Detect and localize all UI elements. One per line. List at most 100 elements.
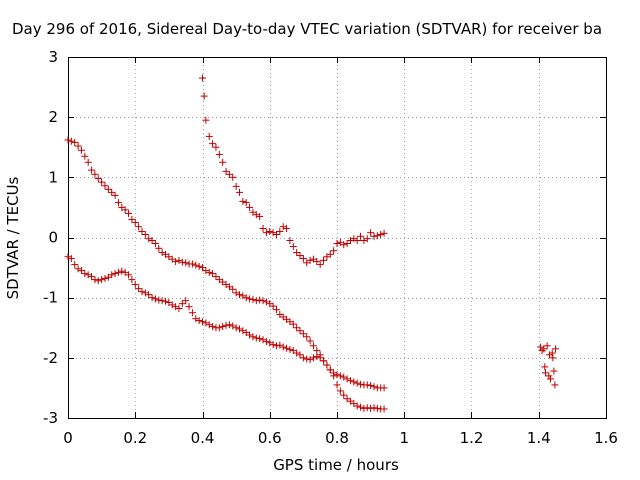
data-point-series-A — [336, 387, 344, 395]
data-point-series-A — [94, 175, 102, 183]
data-point-series-C — [330, 247, 338, 255]
y-tick-label: 3 — [48, 48, 58, 66]
data-point-series-A — [340, 391, 348, 399]
data-point-series-A — [313, 347, 321, 355]
x-tick-label: 0.2 — [123, 429, 147, 447]
data-point-series-B — [330, 369, 338, 377]
data-point-series-A — [64, 136, 72, 144]
y-tick-label: 2 — [48, 108, 58, 126]
data-point-series-A — [367, 404, 375, 412]
data-point-series-B — [155, 296, 163, 304]
data-point-series-B — [303, 355, 311, 363]
data-point-series-A — [373, 404, 381, 412]
data-point-series-C — [200, 92, 208, 100]
data-point-series-C — [262, 229, 270, 237]
x-tick-label: 0.6 — [258, 429, 282, 447]
data-point-series-A — [192, 261, 200, 269]
data-point-series-C — [252, 211, 260, 219]
data-point-series-E — [551, 381, 559, 389]
data-point-series-B — [363, 381, 371, 389]
data-point-series-C — [276, 227, 284, 235]
data-point-series-B — [209, 323, 217, 331]
data-point-series-B — [320, 357, 328, 365]
data-point-series-C — [212, 143, 220, 151]
x-tick-label: 0 — [63, 429, 73, 447]
data-point-series-D — [550, 367, 558, 375]
data-point-series-A — [178, 258, 186, 266]
data-point-series-B — [108, 271, 116, 279]
x-axis-label: GPS time / hours — [273, 456, 399, 474]
data-point-series-B — [158, 297, 166, 305]
data-point-series-B — [148, 294, 156, 302]
data-point-series-A — [84, 158, 92, 166]
data-point-series-C — [209, 140, 217, 148]
data-point-series-B — [299, 354, 307, 362]
data-point-series-A — [269, 302, 277, 310]
data-point-series-C — [363, 235, 371, 243]
chart-title: Day 296 of 2016, Sidereal Day-to-day VTE… — [12, 20, 602, 38]
data-point-series-B — [370, 383, 378, 391]
data-point-series-B — [219, 323, 227, 331]
data-point-series-B — [162, 297, 170, 305]
y-tick-label: -2 — [43, 349, 58, 367]
data-point-series-A — [242, 294, 250, 302]
data-point-series-B — [202, 319, 210, 327]
data-point-series-B — [286, 345, 294, 353]
data-point-series-B — [151, 295, 159, 303]
data-point-series-A — [71, 138, 79, 146]
data-point-series-B — [232, 324, 240, 332]
data-point-series-B — [340, 373, 348, 381]
data-point-series-B — [357, 380, 365, 388]
data-point-series-A — [353, 402, 361, 410]
data-point-series-B — [91, 276, 99, 284]
data-point-series-D — [548, 349, 556, 357]
data-point-series-B — [235, 325, 243, 333]
data-point-series-A — [151, 240, 159, 248]
data-point-series-C — [343, 240, 351, 248]
data-point-series-C — [299, 255, 307, 263]
y-tick-label: -3 — [43, 409, 58, 427]
data-point-series-C — [259, 224, 267, 232]
data-point-series-B — [323, 361, 331, 369]
data-point-series-C — [242, 199, 250, 207]
data-point-series-B — [222, 321, 230, 329]
data-point-series-A — [141, 230, 149, 238]
data-point-series-C — [286, 237, 294, 245]
data-point-series-B — [367, 382, 375, 390]
x-tick-label: 1 — [399, 429, 409, 447]
data-point-series-D — [549, 354, 557, 362]
data-point-series-B — [141, 289, 149, 297]
data-point-series-C — [357, 232, 365, 240]
data-point-series-B — [229, 322, 237, 330]
data-point-series-C — [205, 132, 213, 140]
data-point-series-A — [175, 256, 183, 264]
data-point-series-B — [145, 291, 153, 299]
data-point-series-B — [131, 280, 139, 288]
data-point-series-D — [552, 345, 560, 353]
data-point-series-A — [148, 237, 156, 245]
data-point-series-B — [343, 375, 351, 383]
data-point-series-C — [346, 237, 354, 245]
data-point-series-B — [98, 276, 106, 284]
data-point-series-B — [269, 341, 277, 349]
data-point-series-A — [262, 298, 270, 306]
data-point-series-A — [108, 188, 116, 196]
data-point-series-A — [239, 292, 247, 300]
data-point-series-B — [246, 331, 254, 339]
data-point-series-B — [350, 378, 358, 386]
data-point-series-B — [64, 253, 72, 261]
data-point-series-B — [380, 384, 388, 392]
data-point-series-C — [272, 230, 280, 238]
data-point-series-B — [313, 353, 321, 361]
data-point-series-B — [81, 270, 89, 278]
data-point-series-A — [299, 330, 307, 338]
data-point-series-B — [249, 333, 257, 341]
data-point-series-C — [219, 158, 227, 166]
data-point-series-B — [182, 297, 190, 305]
axis-ticks — [68, 57, 607, 419]
grid-lines — [68, 57, 606, 418]
data-point-series-B — [346, 377, 354, 385]
data-points — [64, 74, 560, 413]
x-tick-label: 1.2 — [460, 429, 484, 447]
